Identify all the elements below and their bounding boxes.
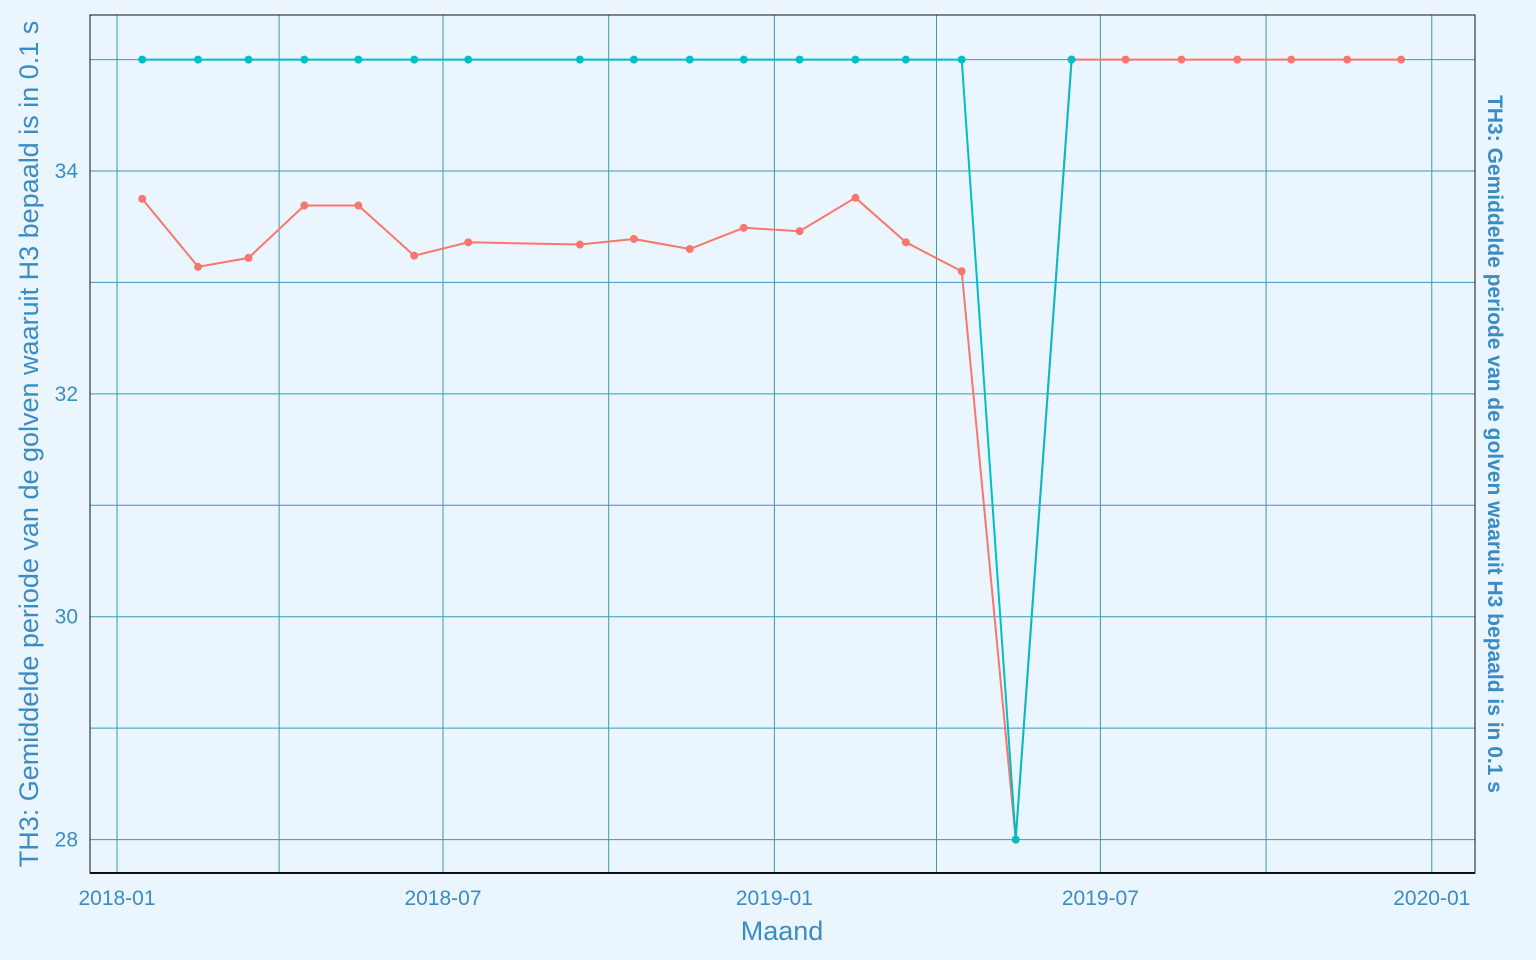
data-point-1 — [739, 223, 748, 232]
data-point-2 — [354, 55, 363, 64]
data-point-2 — [901, 55, 910, 64]
data-point-1 — [1343, 55, 1352, 64]
data-point-1 — [851, 193, 860, 202]
x-tick-label: 2018-07 — [404, 887, 481, 910]
data-point-1 — [194, 262, 203, 271]
data-point-2 — [851, 55, 860, 64]
data-point-1 — [244, 253, 253, 262]
data-point-1 — [138, 194, 147, 203]
data-point-1 — [901, 238, 910, 247]
data-point-1 — [795, 227, 804, 236]
y-tick-label: 28 — [55, 829, 78, 852]
data-point-1 — [1397, 55, 1406, 64]
data-point-1 — [957, 267, 966, 276]
panel-background — [90, 15, 1475, 873]
data-point-1 — [410, 251, 419, 260]
x-axis-title: Maand — [741, 916, 824, 946]
data-point-1 — [1177, 55, 1186, 64]
data-point-2 — [795, 55, 804, 64]
data-point-2 — [739, 55, 748, 64]
y-tick-labels: 28 30 32 34 — [55, 160, 79, 852]
x-tick-label: 2019-07 — [1062, 887, 1139, 910]
data-point-2 — [194, 55, 203, 64]
data-point-2 — [244, 55, 253, 64]
data-point-1 — [685, 245, 694, 253]
data-point-1 — [1287, 55, 1296, 64]
y-tick-label: 32 — [55, 383, 78, 406]
data-point-1 — [300, 201, 309, 210]
data-point-2 — [300, 55, 309, 64]
data-point-1 — [575, 240, 584, 249]
data-point-2 — [1011, 835, 1020, 844]
data-series — [138, 55, 1406, 844]
data-point-1 — [464, 238, 473, 247]
data-point-1 — [1233, 55, 1242, 64]
data-point-2 — [410, 55, 419, 64]
y-tick-label: 34 — [55, 160, 79, 183]
y-axis-title: TH3: Gemiddelde periode van de golven wa… — [14, 21, 44, 868]
grid-lines — [90, 15, 1475, 873]
x-tick-label: 2019-01 — [736, 887, 813, 910]
x-tick-label: 2020-01 — [1393, 887, 1470, 910]
x-tick-label: 2018-01 — [78, 887, 155, 910]
data-point-2 — [1067, 55, 1076, 64]
data-point-2 — [629, 55, 638, 64]
data-point-2 — [957, 55, 966, 64]
y-axis-title-right: TH3: Gemiddelde periode van de golven wa… — [1483, 95, 1506, 793]
y-tick-label: 30 — [55, 606, 78, 629]
data-point-2 — [464, 55, 473, 64]
data-point-1 — [1121, 55, 1130, 64]
data-point-1 — [629, 234, 638, 243]
data-point-1 — [354, 201, 363, 210]
data-point-2 — [138, 55, 147, 64]
x-tick-labels: 2018-01 2018-07 2019-01 2019-07 2020-01 — [78, 887, 1470, 910]
data-point-2 — [575, 55, 584, 64]
data-point-2 — [685, 55, 694, 64]
